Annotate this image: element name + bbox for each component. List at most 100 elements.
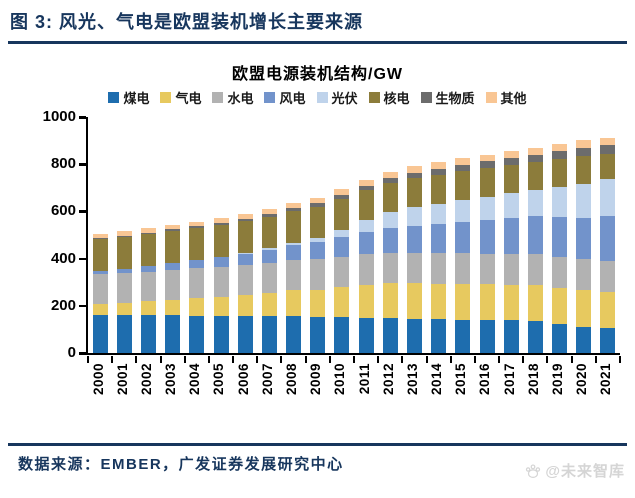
chart-legend: 煤电 气电 水电 风电 光伏 核电 生物质 其他 [0, 88, 635, 107]
bar-segment-气电 [286, 290, 302, 317]
bar-segment-核电 [286, 211, 302, 243]
bar-segment-生物质 [140, 232, 156, 235]
y-tick-label: 600 [50, 202, 76, 220]
x-tick-label: 2011 [356, 363, 372, 395]
bar-segment-风电 [503, 217, 519, 254]
bar-segment-气电 [358, 284, 374, 318]
x-tick-mark [594, 355, 597, 363]
bar-2017 [503, 150, 519, 353]
x-tick-mark [353, 355, 355, 363]
x-tick-mark [232, 355, 235, 363]
bar-segment-核电 [140, 234, 156, 267]
y-tick-mark [79, 116, 86, 119]
bar-segment-水电 [382, 252, 398, 284]
bar-segment-其他 [406, 165, 422, 173]
x-tick-label: 2000 [90, 363, 106, 396]
y-tick-mark [79, 163, 86, 166]
bar-segment-煤电 [576, 326, 592, 353]
bar-segment-风电 [334, 236, 350, 257]
x-tick-label: 2010 [332, 363, 348, 396]
y-tick-mark [79, 257, 86, 261]
x-tick-mark [304, 355, 307, 363]
bar-segment-气电 [552, 287, 568, 325]
bar-2006 [237, 213, 253, 353]
bar-segment-水电 [140, 271, 156, 302]
bar-segment-水电 [406, 252, 422, 284]
bar-segment-核电 [527, 162, 543, 191]
bar-2002 [140, 228, 156, 353]
bar-2020 [576, 140, 592, 353]
bar-segment-光伏 [527, 190, 543, 217]
bar-segment-水电 [576, 259, 592, 290]
bar-segment-煤电 [358, 317, 374, 353]
legend-item: 光伏 [316, 88, 358, 107]
bar-segment-水电 [358, 254, 374, 285]
bar-segment-煤电 [600, 328, 616, 353]
legend-label: 生物质 [435, 91, 475, 106]
bar-segment-煤电 [286, 316, 302, 353]
x-tick-mark [619, 355, 621, 363]
bar-segment-其他 [140, 228, 156, 233]
bar-segment-风电 [116, 268, 132, 273]
bar-2019 [552, 143, 568, 353]
bar-segment-生物质 [382, 177, 398, 183]
bar-segment-煤电 [140, 315, 156, 353]
bar-2001 [116, 231, 132, 353]
bar-segment-生物质 [189, 226, 205, 229]
bar-segment-煤电 [527, 321, 543, 353]
bar-segment-气电 [165, 299, 181, 316]
legend-item: 生物质 [420, 88, 475, 107]
bar-segment-风电 [213, 257, 229, 267]
bar-segment-其他 [358, 179, 374, 186]
legend-swatch-icon [264, 92, 276, 103]
bar-segment-风电 [431, 224, 447, 254]
bar-segment-气电 [189, 298, 205, 316]
y-tick-mark [79, 304, 86, 308]
legend-swatch-icon [368, 92, 380, 103]
bar-segment-气电 [527, 285, 543, 322]
bar-segment-核电 [479, 168, 495, 197]
bar-segment-其他 [431, 162, 447, 169]
x-tick-mark [87, 355, 89, 363]
legend-label: 核电 [383, 91, 410, 106]
plot-area [86, 117, 621, 363]
bar-segment-核电 [552, 159, 568, 188]
bar-segment-水电 [527, 254, 543, 286]
bar-2018 [527, 147, 543, 353]
legend-swatch-icon [160, 92, 172, 103]
bar-segment-气电 [261, 292, 277, 317]
x-tick-label: 2019 [550, 363, 566, 396]
bar-segment-煤电 [165, 315, 181, 353]
bar-segment-煤电 [116, 315, 132, 353]
bar-segment-气电 [92, 303, 108, 316]
bar-segment-水电 [213, 266, 229, 297]
bar-segment-光伏 [334, 229, 350, 237]
bar-segment-光伏 [406, 206, 422, 226]
bar-segment-其他 [600, 137, 616, 146]
x-tick-label: 2021 [598, 363, 614, 396]
y-tick-label: 800 [50, 155, 76, 173]
bar-segment-核电 [382, 182, 398, 212]
x-tick-label: 2020 [574, 363, 590, 396]
bar-segment-水电 [503, 253, 519, 285]
bar-segment-煤电 [334, 317, 350, 353]
bar-2009 [310, 197, 326, 353]
bar-segment-生物质 [116, 235, 132, 237]
bar-segment-气电 [213, 296, 229, 316]
x-tick-mark [111, 355, 114, 363]
bar-segment-气电 [406, 283, 422, 319]
bar-segment-风电 [479, 220, 495, 254]
legend-item: 其他 [485, 88, 527, 107]
bar-2003 [165, 224, 181, 353]
watermark: @未来智库 [524, 460, 625, 481]
bar-segment-核电 [406, 177, 422, 207]
bar-segment-气电 [503, 284, 519, 321]
bar-segment-水电 [237, 264, 253, 295]
bar-segment-生物质 [213, 222, 229, 225]
bar-2021 [600, 137, 616, 353]
x-tick-label: 2005 [211, 363, 227, 396]
bar-segment-其他 [237, 213, 253, 219]
x-tick-mark [280, 355, 283, 363]
legend-label: 气电 [175, 91, 202, 106]
